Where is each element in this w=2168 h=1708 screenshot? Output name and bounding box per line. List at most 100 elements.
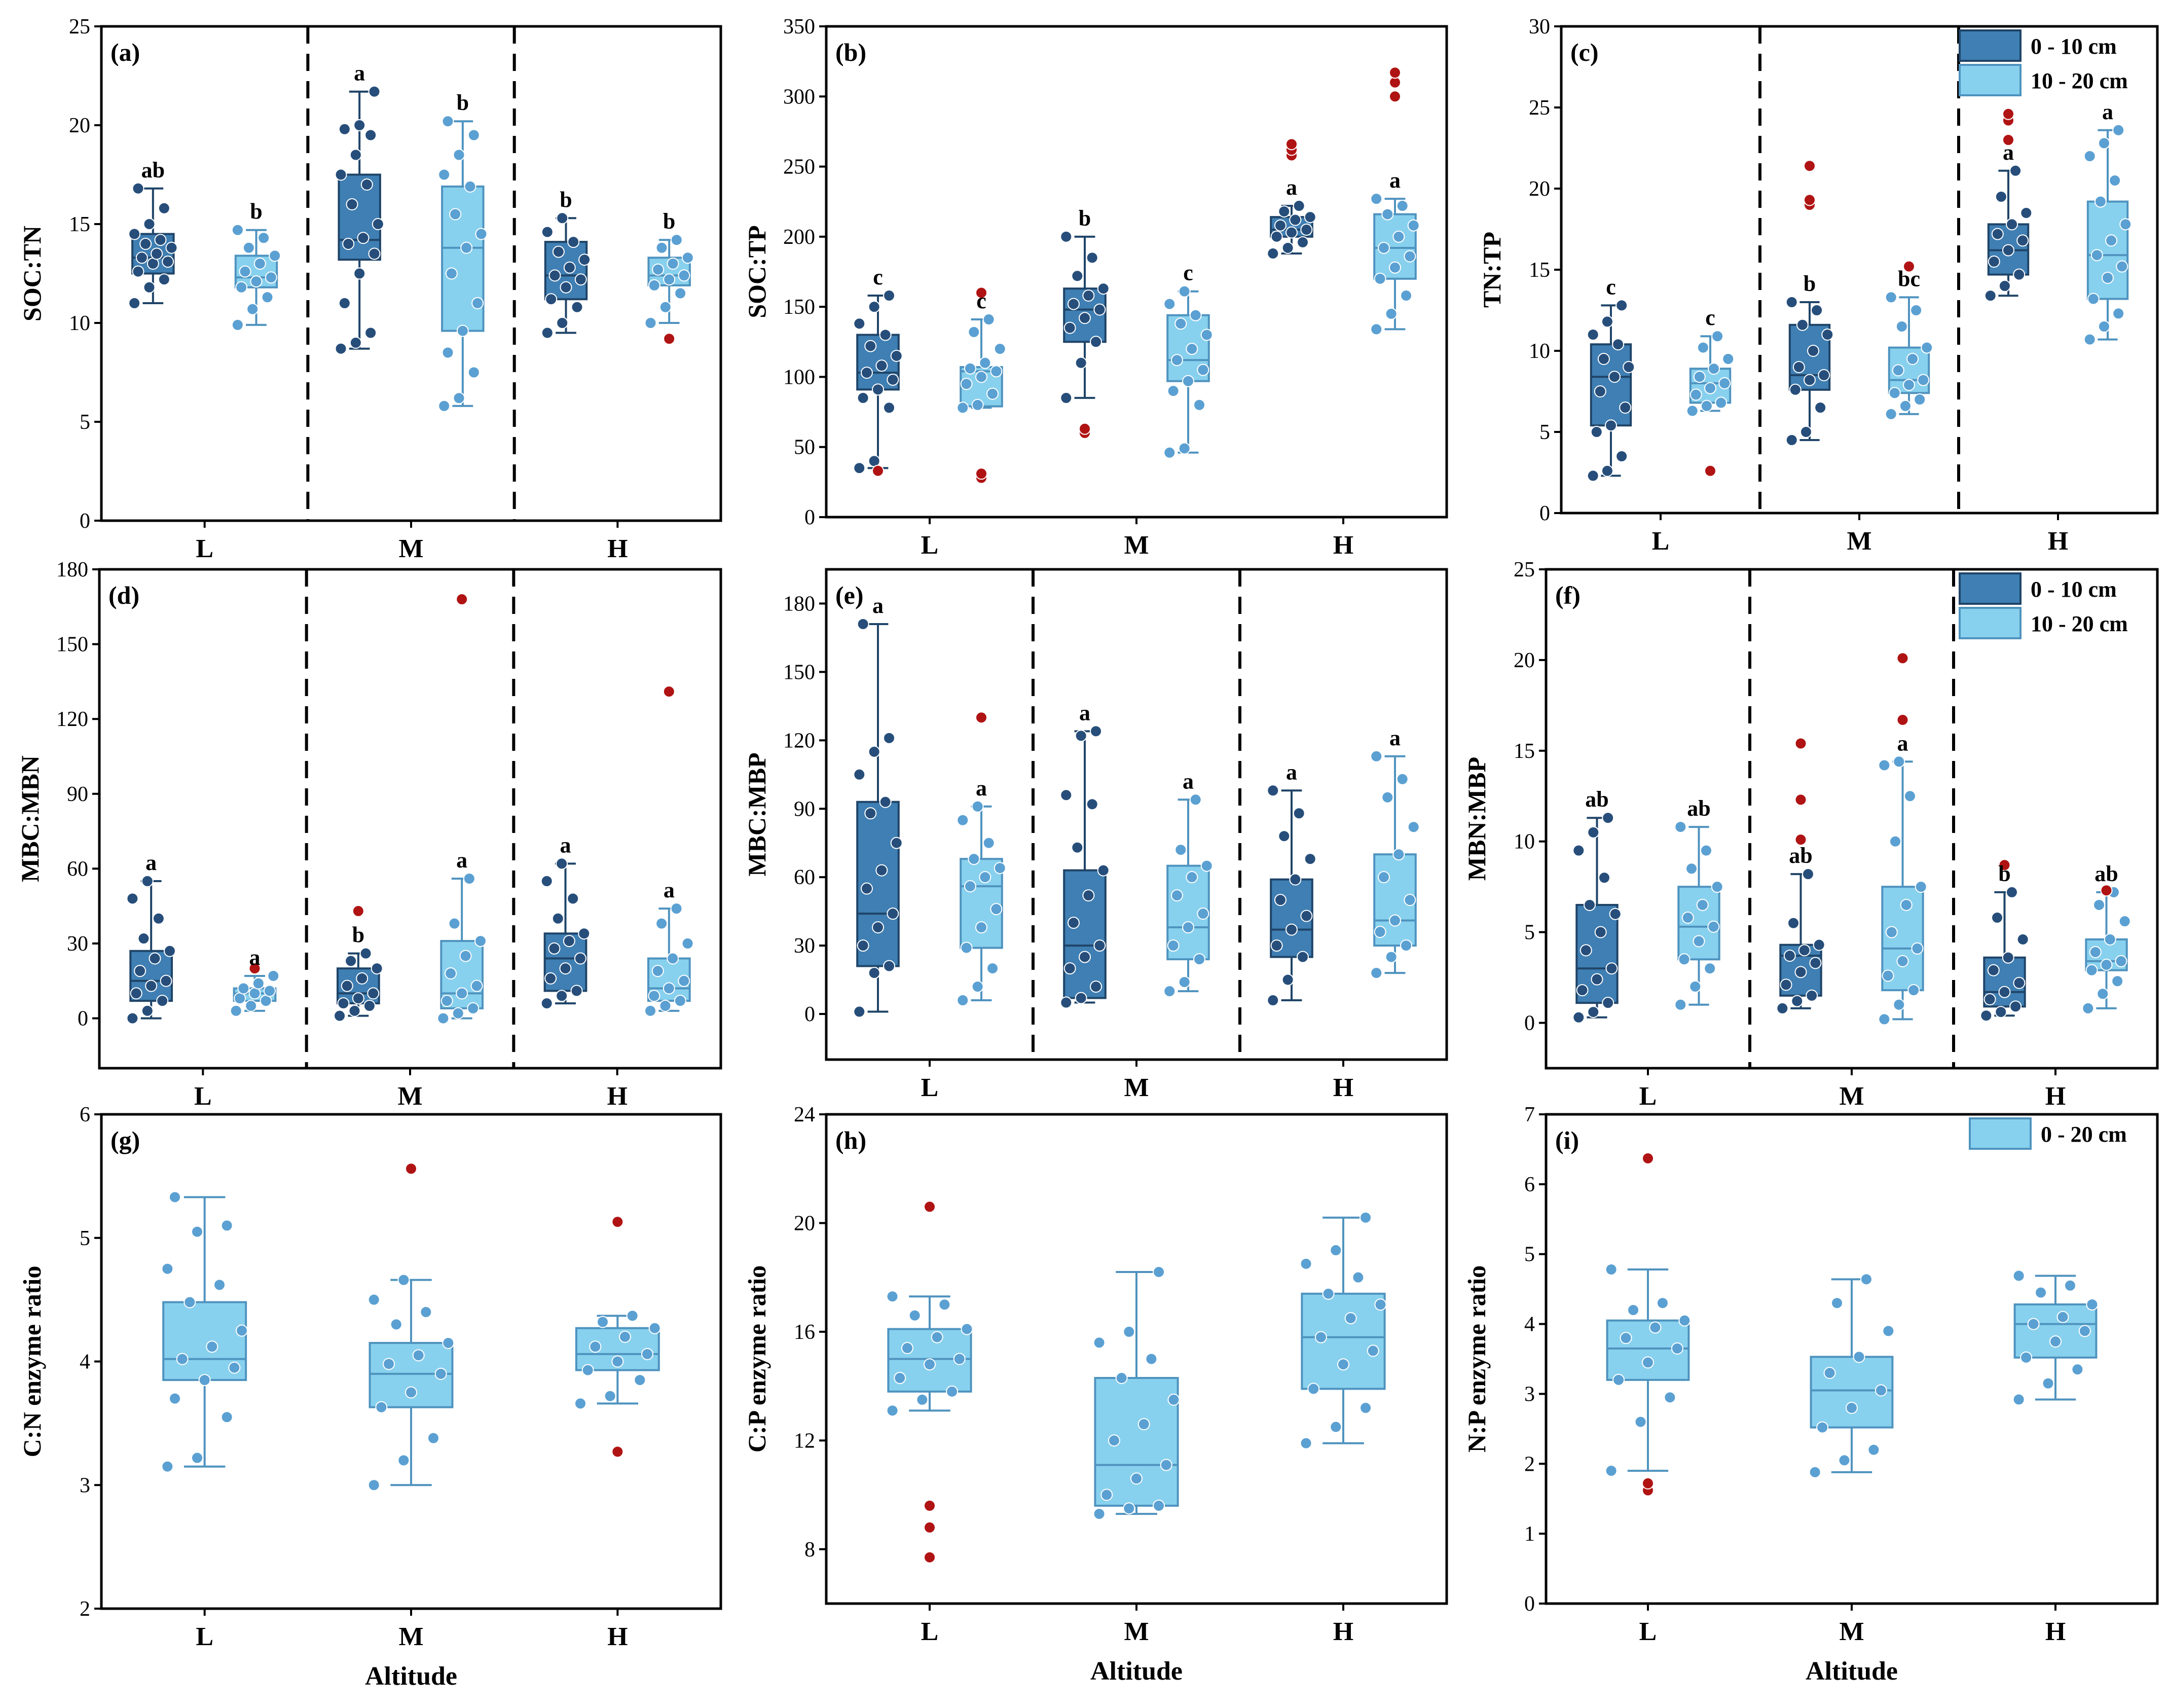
data-point [563, 935, 575, 948]
data-point [578, 927, 591, 940]
box-M-series-1 [1809, 1273, 1895, 1478]
data-point [349, 337, 362, 349]
data-point [2090, 249, 2103, 262]
data-point [1915, 881, 1927, 893]
data-point [581, 1364, 594, 1376]
panel-label: (i) [1555, 1126, 1579, 1154]
data-point [1783, 950, 1796, 962]
data-point [1895, 320, 1908, 333]
significance-letter: b [457, 90, 469, 115]
data-point [1587, 329, 1599, 341]
data-point [460, 241, 473, 254]
data-point [335, 168, 347, 181]
data-point [1274, 219, 1287, 232]
data-point [135, 251, 148, 264]
data-point [1060, 996, 1073, 1009]
data-point [263, 985, 276, 997]
data-point [1572, 844, 1585, 857]
data-point [556, 317, 569, 329]
data-point [368, 1293, 380, 1306]
data-point [335, 342, 347, 355]
data-point [1093, 1336, 1106, 1349]
data-point [1108, 1434, 1120, 1447]
significance-letter: a [1389, 168, 1401, 193]
y-tick-label: 250 [783, 156, 815, 179]
significance-letter: a [1897, 731, 1908, 755]
legend-swatch-10-20 [1959, 607, 2022, 639]
significance-letter: a [354, 61, 365, 86]
data-point [2013, 976, 2026, 989]
panel-label: (b) [835, 38, 866, 66]
data-point [1400, 289, 1413, 302]
data-point [449, 208, 462, 221]
y-tick-label: 350 [783, 15, 815, 39]
data-point [961, 1323, 973, 1335]
data-point [1785, 296, 1798, 308]
data-point [265, 271, 277, 284]
y-tick-label: 6 [80, 1103, 90, 1126]
data-point [1601, 464, 1613, 477]
y-tick-label: 10 [1529, 340, 1550, 363]
data-point [552, 912, 564, 925]
data-point [2002, 244, 2014, 257]
y-tick-label: 0 [78, 1007, 88, 1031]
outlier-point [872, 464, 884, 477]
data-point [946, 1385, 959, 1398]
data-point [130, 987, 142, 1000]
data-point [674, 287, 687, 300]
data-point [242, 241, 255, 254]
data-point [1060, 230, 1073, 243]
data-point [132, 265, 144, 278]
data-point [1189, 309, 1202, 321]
x-category-label: M [397, 1082, 422, 1111]
data-point [228, 1361, 241, 1374]
data-point [1809, 1466, 1821, 1478]
data-point [427, 1432, 439, 1444]
data-point [169, 1392, 181, 1405]
data-point [1984, 289, 1997, 302]
data-point [471, 297, 484, 309]
data-point [1285, 226, 1298, 239]
y-tick-label: 10 [1514, 830, 1535, 854]
outlier-point [975, 286, 987, 299]
data-point [886, 1290, 899, 1303]
data-point [901, 1342, 913, 1355]
data-point [868, 745, 880, 758]
y-tick-label: 10 [69, 312, 90, 335]
data-point [1649, 1321, 1662, 1334]
data-point [1067, 917, 1080, 929]
data-point [1594, 926, 1607, 938]
x-category-label: L [196, 1622, 213, 1651]
data-point [161, 1460, 174, 1473]
panel-d: 0 30 60 90 120 150 180 MBC:MBN L M H (d) a b a a a a [16, 558, 722, 1111]
data-point [183, 1296, 196, 1309]
significance-letter: a [976, 776, 987, 801]
data-point [2009, 164, 2022, 177]
data-point [1988, 256, 2000, 268]
y-axis-label: C:N enzyme ratio [18, 1266, 46, 1458]
data-point [1823, 1367, 1836, 1379]
data-point [158, 202, 170, 214]
data-point [1374, 1298, 1387, 1311]
data-point [348, 1004, 361, 1017]
data-point [994, 343, 1006, 355]
data-point [552, 245, 565, 258]
data-point [1067, 298, 1080, 310]
significance-letter: a [1183, 769, 1194, 793]
data-point [1903, 379, 1915, 391]
data-point [364, 129, 377, 141]
data-point [438, 168, 451, 181]
data-point [1620, 1332, 1632, 1344]
data-point [1352, 1271, 1365, 1284]
box-L-series-2: c [957, 286, 1006, 484]
data-point [1197, 364, 1209, 376]
data-point [397, 1274, 410, 1286]
data-point [1367, 1344, 1379, 1357]
data-point [1700, 399, 1713, 412]
y-tick-label: 20 [794, 1212, 815, 1235]
box-H-series-1: b [1980, 859, 2029, 1022]
data-point [1304, 853, 1316, 865]
data-point [641, 1348, 653, 1360]
data-point [571, 301, 583, 313]
data-point [1602, 812, 1614, 824]
